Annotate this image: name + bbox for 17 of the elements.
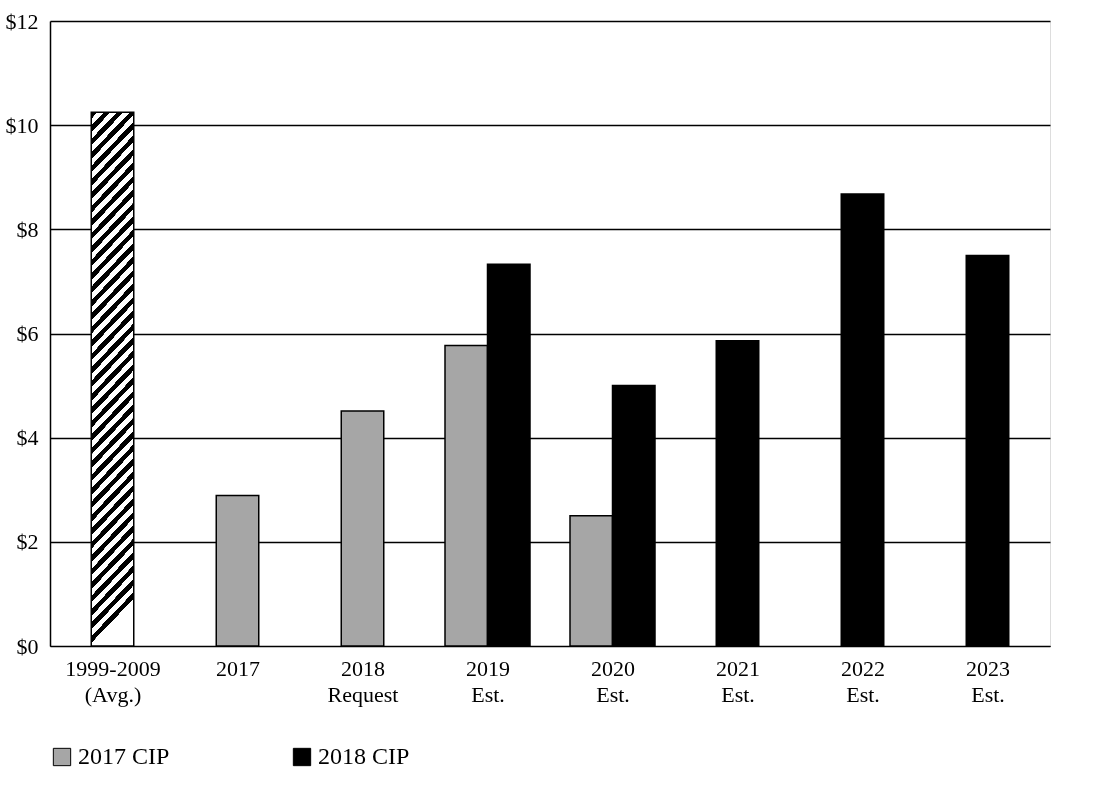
x-tick-label: 2018 Request bbox=[327, 655, 399, 707]
x-tick-label: 2021 Est. bbox=[716, 655, 760, 707]
x-tick-label: 2020 Est. bbox=[591, 655, 635, 707]
y-tick-label: $8 bbox=[16, 216, 39, 242]
y-tick-label: $0 bbox=[16, 633, 39, 659]
y-tick-label: $6 bbox=[16, 321, 39, 346]
legend-label: 2017 CIP bbox=[78, 743, 170, 769]
y-tick-label: $10 bbox=[5, 112, 39, 138]
y-tick-label: $12 bbox=[5, 8, 39, 34]
x-tick-label: 2023 Est. bbox=[966, 655, 1010, 707]
x-tick-label: 2022 Est. bbox=[841, 655, 885, 707]
y-tick-label: $2 bbox=[16, 529, 39, 555]
legend-label: 2018 CIP bbox=[318, 743, 410, 769]
x-tick-label: 1999-2009 (Avg.) bbox=[65, 655, 161, 707]
x-tick-label: 2017 bbox=[216, 655, 260, 681]
x-tick-label: 2019 Est. bbox=[466, 655, 510, 707]
y-tick-label: $4 bbox=[16, 425, 39, 451]
